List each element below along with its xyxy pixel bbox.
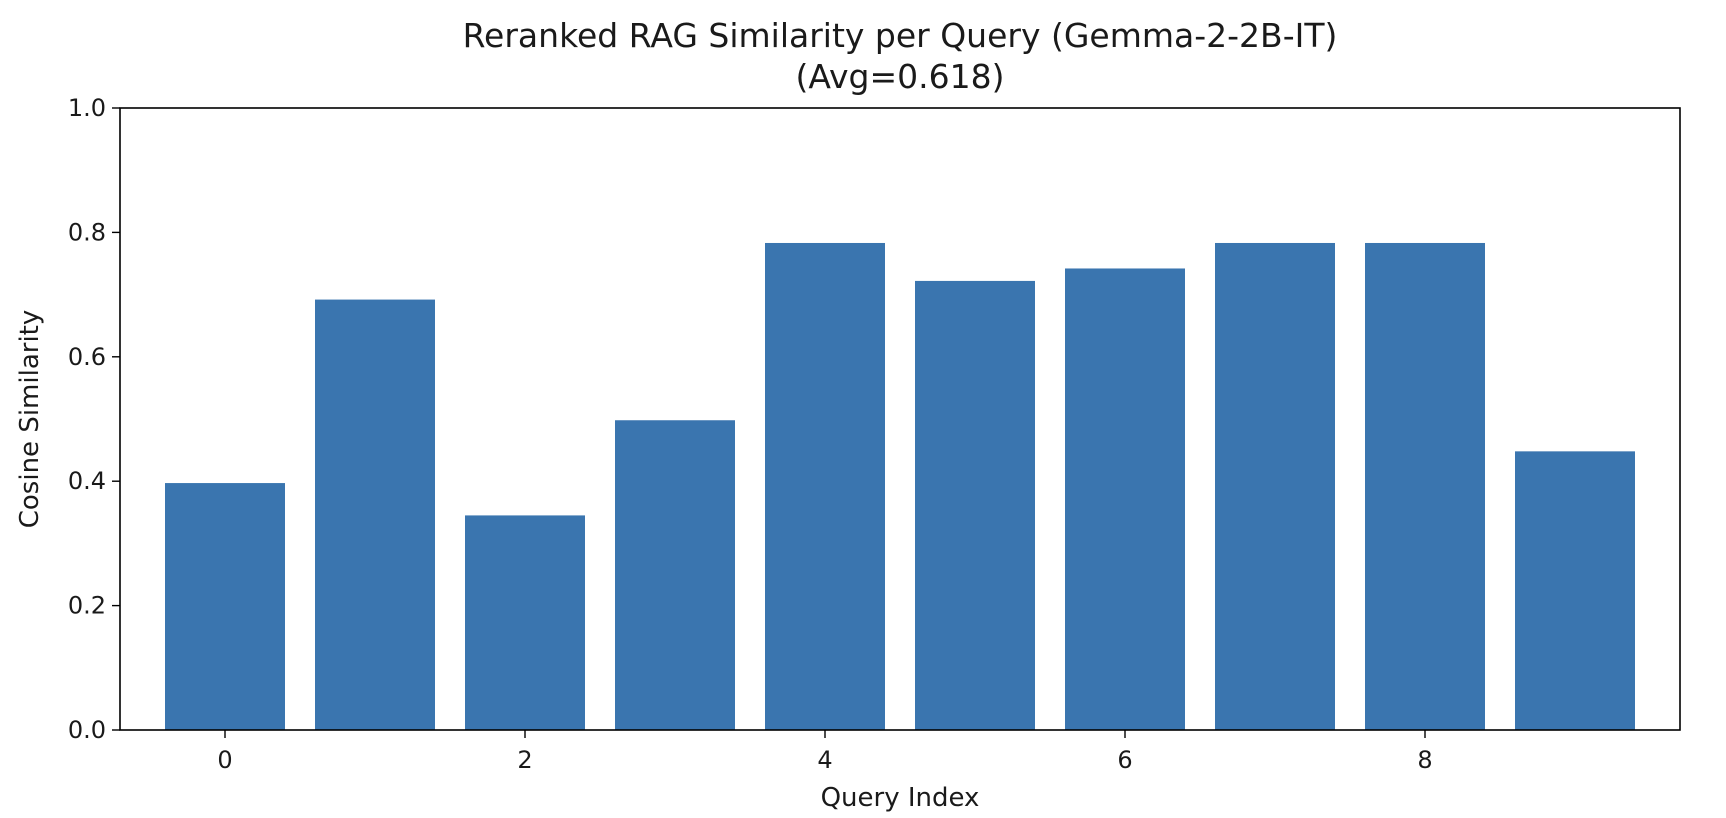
bar-query-7: [1215, 242, 1335, 730]
bar-query-6: [1065, 268, 1185, 730]
x-tick-label: 8: [1417, 746, 1432, 774]
bar-query-5: [915, 280, 1035, 730]
y-tick-label: 1.0: [68, 94, 106, 122]
plot-frame: [119, 107, 1681, 731]
bar-query-0: [165, 483, 285, 730]
y-tick-label: 0.8: [68, 218, 106, 246]
bar-query-4: [765, 242, 885, 730]
bar-query-3: [615, 420, 735, 730]
y-tick-label: 0.2: [68, 592, 106, 620]
bars-layer: [165, 242, 1635, 730]
ticks-layer: 0.0 0.2 0.4 0.6 0.8 1.0 0 2 4 6 8: [68, 94, 1433, 774]
chart-subtitle: (Avg=0.618): [796, 57, 1005, 96]
x-tick-label: 6: [1117, 746, 1132, 774]
bar-query-1: [315, 299, 435, 730]
chart-title: Reranked RAG Similarity per Query (Gemma…: [463, 16, 1338, 55]
x-tick-label: 2: [517, 746, 532, 774]
y-tick-label: 0.4: [68, 467, 106, 495]
bar-query-9: [1515, 451, 1635, 730]
y-tick-label: 0.6: [68, 343, 106, 371]
bar-query-2: [465, 515, 585, 730]
y-tick-label: 0.0: [68, 716, 106, 744]
y-axis-label: Cosine Similarity: [15, 310, 45, 529]
x-tick-label: 4: [817, 746, 832, 774]
bar-query-8: [1365, 242, 1485, 730]
x-axis-label: Query Index: [821, 783, 980, 813]
x-tick-label: 0: [217, 746, 232, 774]
